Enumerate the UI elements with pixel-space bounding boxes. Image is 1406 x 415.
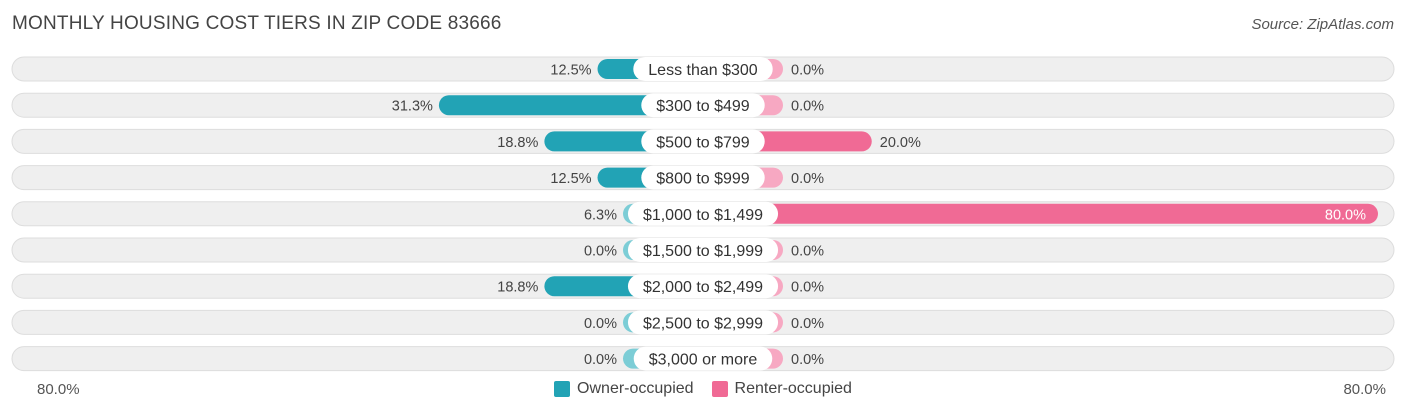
owner-value-label: 12.5%: [550, 171, 591, 187]
legend-label-renter: Renter-occupied: [734, 380, 852, 397]
category-pill: [627, 238, 779, 262]
renter-value-label: 0.0%: [791, 280, 824, 296]
owner-value-label: 31.3%: [392, 99, 433, 115]
renter-value-label: 0.0%: [791, 244, 824, 260]
renter-value-label: 0.0%: [791, 99, 824, 115]
owner-value-label: 18.8%: [497, 280, 538, 296]
renter-value-label: 0.0%: [791, 63, 824, 79]
category-pill: [633, 57, 773, 81]
category-label: $2,500 to $2,999: [643, 315, 763, 332]
owner-bar: [438, 95, 703, 116]
category-label: $1,000 to $1,499: [643, 207, 763, 224]
category-pill: [627, 274, 779, 299]
category-label: $800 to $999: [656, 171, 750, 188]
axis-left-label: 80.0%: [37, 381, 80, 398]
legend-item-renter: Renter-occupied: [711, 380, 852, 398]
category-label: $2,000 to $2,499: [643, 279, 763, 296]
chart-title: MONTHLY HOUSING COST TIERS IN ZIP CODE 8…: [12, 13, 502, 34]
owner-value-label: 0.0%: [584, 352, 617, 368]
legend-label-owner: Owner-occupied: [577, 380, 694, 397]
owner-value-label: 0.0%: [584, 316, 617, 332]
legend-swatch-renter: [711, 381, 728, 397]
category-pill: [627, 201, 779, 226]
legend-item-owner: Owner-occupied: [554, 380, 694, 398]
renter-bar: [703, 203, 1378, 224]
category-label: Less than $300: [648, 62, 758, 79]
category-label: $500 to $799: [656, 134, 750, 151]
legend-swatch-owner: [554, 381, 571, 397]
owner-value-label: 18.8%: [497, 135, 538, 151]
owner-value-label: 0.0%: [584, 244, 617, 260]
renter-value-label: 0.0%: [791, 171, 824, 187]
renter-value-label: 0.0%: [791, 316, 824, 332]
category-label: $1,500 to $1,999: [643, 243, 763, 260]
owner-value-label: 12.5%: [550, 63, 591, 79]
renter-value-label: 80.0%: [1325, 207, 1366, 223]
legend: Owner-occupied Renter-occupied: [0, 380, 1406, 398]
renter-value-label: 0.0%: [791, 352, 824, 368]
category-pill: [641, 93, 765, 118]
category-pill: [641, 129, 765, 154]
source-label: Source: ZipAtlas.com: [1251, 16, 1394, 33]
owner-value-label: 6.3%: [584, 207, 617, 223]
chart-area: Less than $300 12.5% 0.0% $300 to $499 31.3%…: [11, 56, 1395, 372]
renter-value-label: 20.0%: [880, 135, 921, 151]
category-pill: [641, 165, 765, 190]
category-label: $3,000 or more: [649, 352, 758, 369]
category-pill: [633, 346, 773, 371]
axis-right-label: 80.0%: [1343, 381, 1386, 398]
category-label: $300 to $499: [656, 98, 750, 115]
category-pill: [627, 310, 779, 335]
